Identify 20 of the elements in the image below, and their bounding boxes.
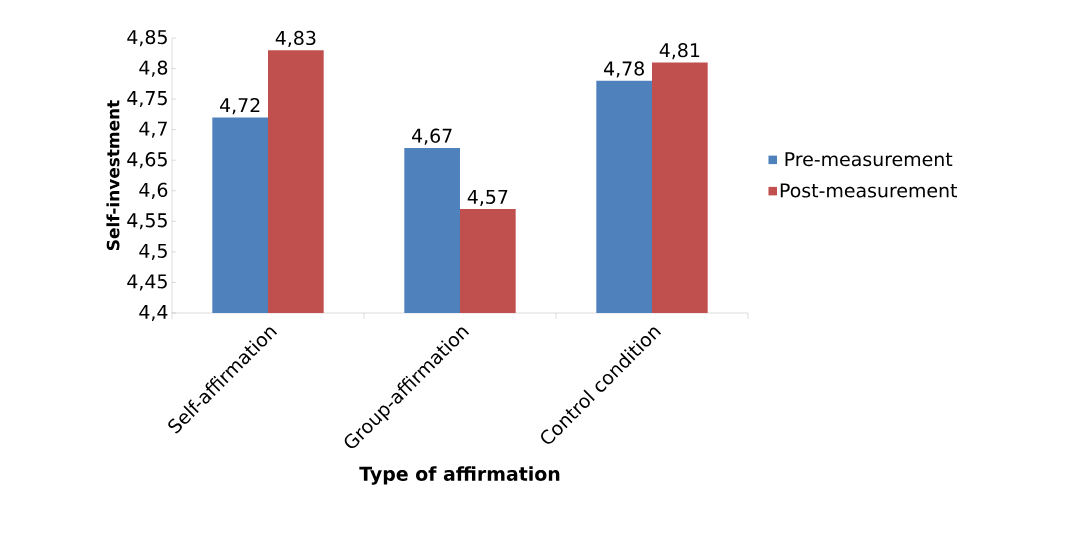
- data-label: 4,81: [659, 43, 700, 60]
- data-label: 4,67: [412, 128, 452, 145]
- data-label: 4,72: [220, 98, 260, 115]
- y-tick-label: 4,45: [127, 274, 167, 291]
- y-tick-label: 4,6: [139, 182, 168, 199]
- y-tick-label: 4,75: [127, 91, 167, 108]
- legend-label: Post-measurement: [780, 183, 958, 198]
- y-tick-label: 4,85: [127, 29, 167, 47]
- data-label: 4,83: [275, 30, 316, 48]
- data-label: 4,78: [604, 61, 644, 78]
- data-label: 4,57: [467, 189, 508, 206]
- x-axis-title: Type of affirmation: [359, 466, 560, 485]
- y-axis-title: Self-investment: [106, 100, 120, 250]
- legend-label: Pre-measurement: [785, 152, 953, 167]
- y-tick-label: 4,5: [139, 243, 167, 260]
- y-tick-label: 4,8: [139, 60, 168, 77]
- y-tick-label: 4,4: [139, 305, 168, 321]
- y-tick-label: 4,65: [127, 152, 167, 169]
- y-tick-label: 4,7: [139, 121, 167, 138]
- y-tick-label: 4,55: [127, 213, 167, 230]
